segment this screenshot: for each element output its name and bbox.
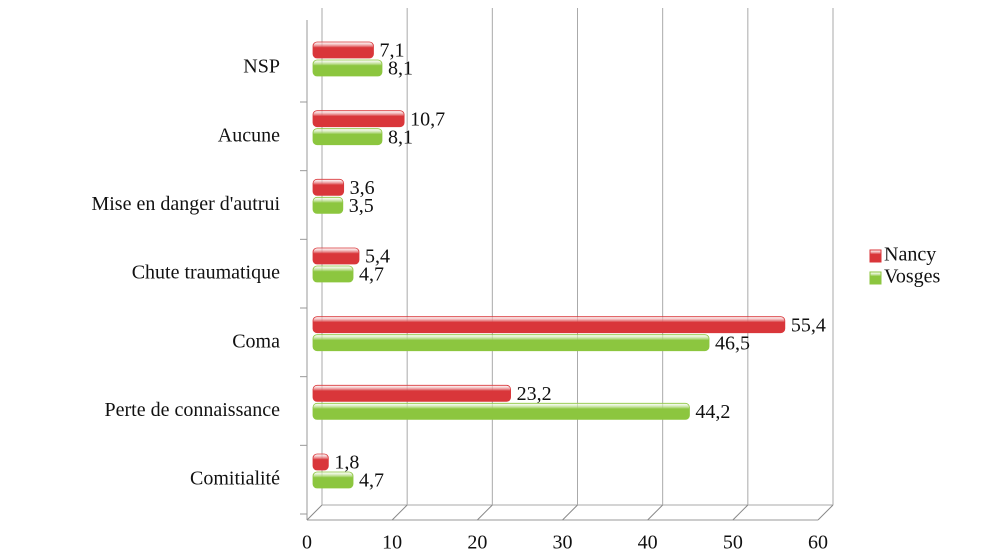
bar xyxy=(312,334,710,352)
floor-line xyxy=(732,504,749,521)
legend-label: Vosges xyxy=(884,266,941,288)
x-tick-label: 30 xyxy=(553,532,573,553)
value-label: 3,5 xyxy=(349,195,374,217)
y-tick-label: Aucune xyxy=(218,124,280,146)
bar xyxy=(312,316,786,334)
floor-line xyxy=(391,504,408,521)
value-label: 23,2 xyxy=(517,383,552,405)
y-tick-label: Comitialité xyxy=(190,468,280,490)
legend-swatch xyxy=(869,271,882,285)
bar xyxy=(312,41,374,59)
bar xyxy=(312,110,405,128)
y-tick-label: Chute traumatique xyxy=(132,262,280,284)
y-tick-label: Mise en danger d'autrui xyxy=(91,193,280,215)
value-label: 1,8 xyxy=(334,452,359,474)
floor-line xyxy=(306,504,323,521)
x-tick-label: 40 xyxy=(638,532,658,553)
x-tick-label: 0 xyxy=(302,532,312,553)
value-label: 55,4 xyxy=(791,314,826,336)
value-label: 5,4 xyxy=(365,246,390,268)
x-tick-label: 50 xyxy=(723,532,743,553)
bar xyxy=(312,453,329,471)
bar xyxy=(312,384,511,402)
value-label: 8,1 xyxy=(388,126,413,148)
value-label: 8,1 xyxy=(388,58,413,80)
value-label: 7,1 xyxy=(379,40,404,62)
legend-swatch xyxy=(869,249,882,263)
y-tick-label: NSP xyxy=(243,56,280,78)
bar xyxy=(312,265,354,283)
value-label: 4,7 xyxy=(359,264,384,286)
bar xyxy=(312,471,354,489)
bar xyxy=(312,178,345,196)
x-tick-label: 60 xyxy=(808,532,828,553)
bar xyxy=(312,59,383,77)
bar xyxy=(312,247,360,265)
value-label: 46,5 xyxy=(715,332,750,354)
floor-line xyxy=(562,504,578,521)
value-label: 4,7 xyxy=(359,470,384,492)
x-tick-label: 20 xyxy=(467,532,487,553)
x-tick-label: 10 xyxy=(382,532,402,553)
value-label: 10,7 xyxy=(410,108,445,130)
floor-line xyxy=(647,504,664,521)
legend-label: Nancy xyxy=(884,244,936,266)
value-label: 3,6 xyxy=(350,177,375,199)
bar xyxy=(312,402,690,420)
y-tick-label: Coma xyxy=(232,330,280,352)
floor-line xyxy=(817,504,834,521)
value-label: 44,2 xyxy=(695,401,730,423)
bar xyxy=(312,128,383,146)
floor-line xyxy=(476,504,493,521)
y-tick-label: Perte de connaissance xyxy=(105,399,281,421)
bar xyxy=(312,196,344,214)
